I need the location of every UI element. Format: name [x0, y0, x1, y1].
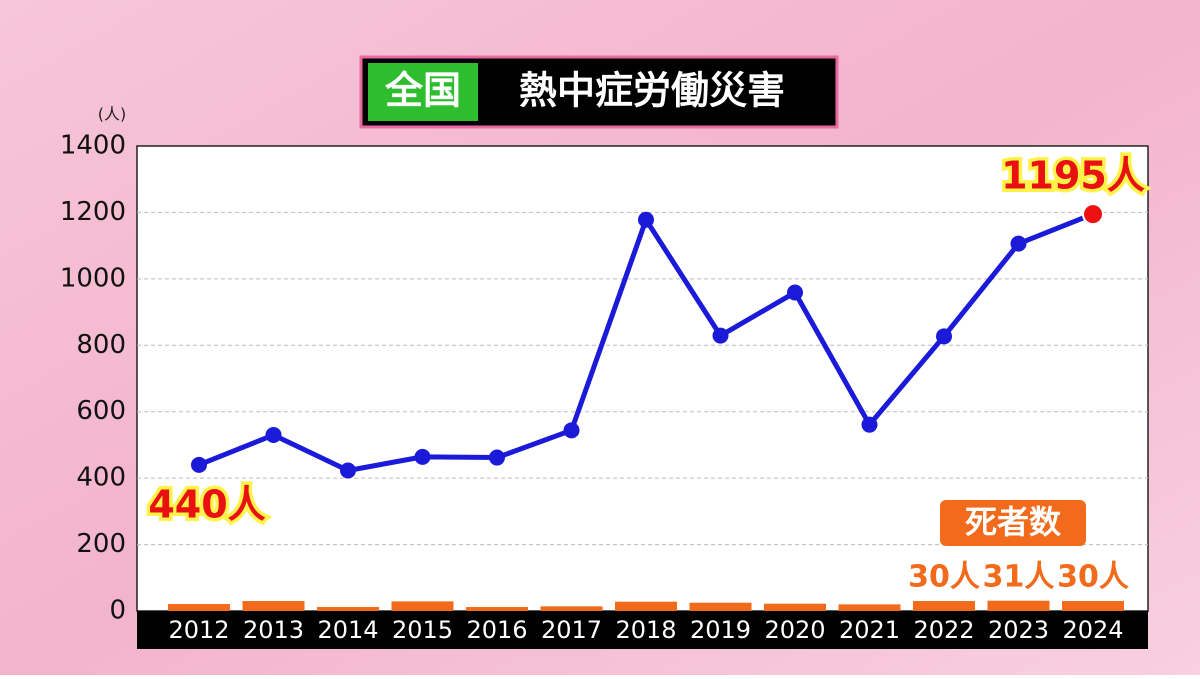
y-tick-label: 800: [76, 330, 126, 360]
y-tick-label: 0: [109, 596, 126, 626]
bar-value-label: 30人: [908, 560, 980, 595]
bar: [1062, 601, 1124, 611]
bar: [168, 604, 230, 611]
y-tick-label: 1200: [60, 197, 126, 227]
point: [414, 448, 431, 465]
x-tick-label: 2015: [392, 616, 453, 644]
title-badge: 全国: [384, 69, 461, 113]
x-tick-label: 2022: [913, 616, 974, 644]
bar: [689, 602, 752, 611]
point: [265, 426, 282, 443]
bar: [987, 600, 1050, 611]
bar-value-label: 31人: [983, 560, 1055, 595]
bar-value-label: 30人: [1057, 560, 1129, 595]
y-unit: (人): [98, 105, 127, 124]
x-tick-label: 2014: [317, 616, 378, 644]
bar: [838, 604, 901, 611]
bar: [317, 607, 379, 611]
x-tick-label: 2020: [764, 616, 825, 644]
x-tick-label: 2019: [690, 616, 751, 644]
x-tick-label: 2017: [541, 616, 602, 644]
x-tick-label: 2023: [988, 616, 1049, 644]
point: [861, 416, 878, 433]
chart-title: 熱中症労働災害: [519, 69, 785, 113]
point: [191, 456, 207, 473]
point-value-label: 1195人: [1001, 154, 1145, 198]
bar: [615, 601, 677, 611]
x-tick-label: 2024: [1062, 616, 1123, 644]
y-tick-label: 200: [76, 529, 126, 559]
bar: [242, 601, 305, 611]
x-tick-label: 2012: [168, 616, 229, 644]
legend-label: 死者数: [965, 503, 1062, 541]
point-value-label: 440人: [148, 482, 265, 526]
point: [489, 449, 505, 466]
point: [340, 462, 356, 479]
point: [1010, 235, 1027, 252]
point: [563, 422, 580, 439]
y-tick-label: 1400: [60, 131, 126, 161]
bar: [466, 607, 528, 611]
bar: [540, 606, 603, 611]
x-tick-label: 2016: [466, 616, 527, 644]
title-badge-box: [368, 63, 478, 121]
y-tick-label: 400: [76, 463, 126, 493]
bar: [913, 601, 975, 611]
point: [787, 284, 803, 301]
bar: [391, 601, 454, 611]
bar: [764, 603, 826, 611]
x-tick-label: 2013: [243, 616, 304, 644]
point: [936, 328, 952, 345]
point: [638, 211, 654, 228]
legend-box: [940, 500, 1086, 546]
point: [1082, 203, 1104, 226]
y-tick-label: 600: [76, 396, 126, 426]
y-tick-label: 1000: [60, 263, 126, 293]
point: [712, 327, 729, 344]
x-tick-label: 2018: [615, 616, 676, 644]
x-tick-label: 2021: [839, 616, 900, 644]
x-axis-band: [137, 611, 1148, 649]
